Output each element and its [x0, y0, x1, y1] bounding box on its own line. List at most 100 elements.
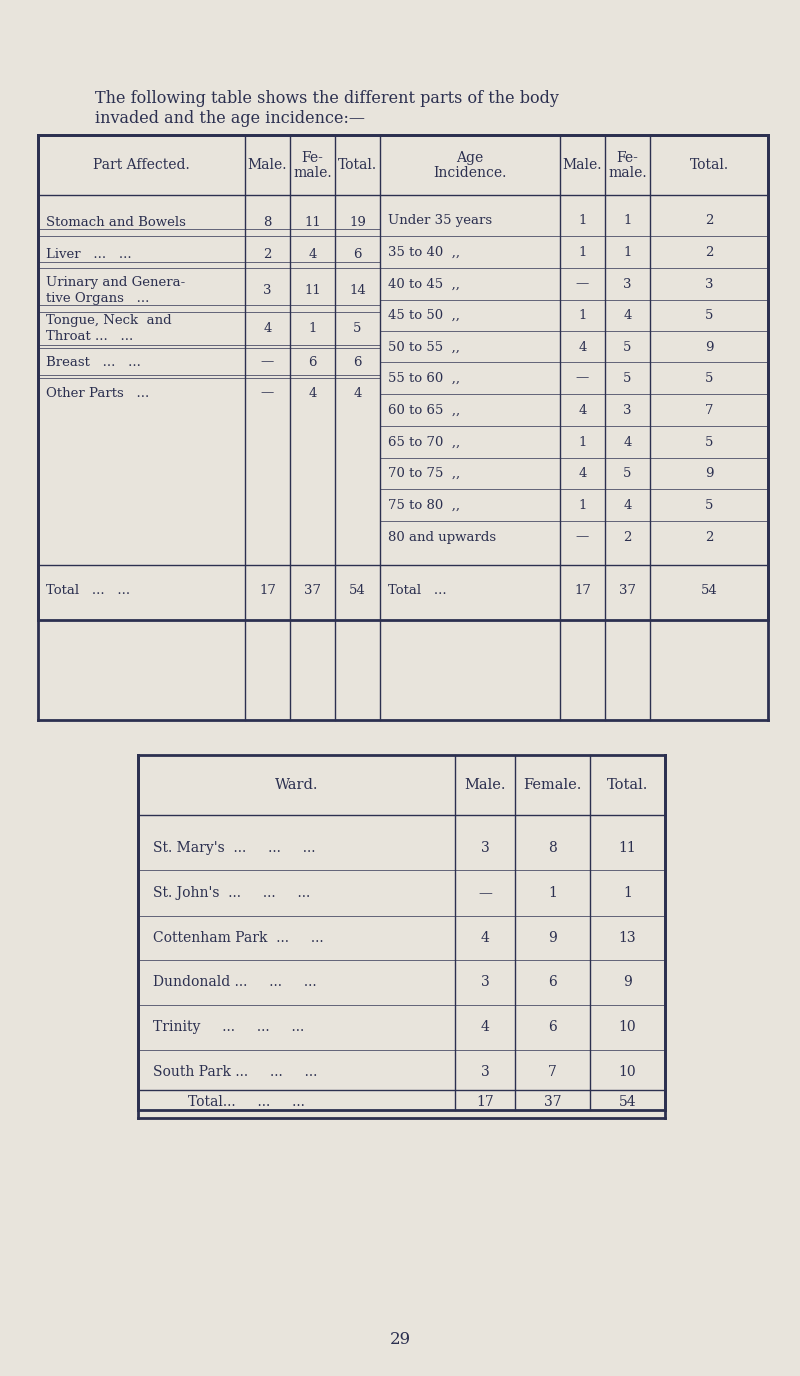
Text: 1: 1 [578, 498, 586, 512]
Text: 37: 37 [544, 1095, 562, 1109]
Text: 17: 17 [259, 583, 276, 597]
Text: —: — [261, 387, 274, 399]
Text: St. John's  ...     ...     ...: St. John's ... ... ... [153, 886, 310, 900]
Text: 14: 14 [349, 283, 366, 296]
Text: 10: 10 [618, 1020, 636, 1033]
Text: Breast   ...   ...: Breast ... ... [46, 355, 141, 369]
Text: Tongue, Neck  and: Tongue, Neck and [46, 314, 172, 326]
Text: Fe-: Fe- [302, 151, 323, 165]
Text: 11: 11 [304, 283, 321, 296]
Text: 11: 11 [304, 216, 321, 228]
Text: Liver   ...   ...: Liver ... ... [46, 248, 132, 260]
Text: 5: 5 [354, 322, 362, 334]
Text: 4: 4 [481, 932, 490, 945]
Text: 4: 4 [623, 435, 632, 449]
Text: 80 and upwards: 80 and upwards [388, 531, 496, 544]
Text: 7: 7 [705, 403, 714, 417]
Text: 6: 6 [548, 976, 557, 989]
Text: 3: 3 [623, 278, 632, 290]
Text: Female.: Female. [523, 777, 582, 793]
Text: 8: 8 [548, 841, 557, 854]
Text: 10: 10 [618, 1065, 636, 1079]
Text: Total.: Total. [690, 158, 729, 172]
Text: Total...     ...     ...: Total... ... ... [188, 1095, 305, 1109]
Text: 6: 6 [308, 355, 317, 369]
Text: 8: 8 [263, 216, 272, 228]
Text: 5: 5 [705, 372, 713, 384]
Text: 75 to 80  ,,: 75 to 80 ,, [388, 498, 460, 512]
Text: 13: 13 [618, 932, 636, 945]
Text: 5: 5 [705, 435, 713, 449]
Text: 5: 5 [623, 372, 632, 384]
Text: 1: 1 [623, 886, 632, 900]
Text: 1: 1 [578, 435, 586, 449]
Text: 1: 1 [578, 245, 586, 259]
Text: Male.: Male. [562, 158, 602, 172]
Text: 40 to 45  ,,: 40 to 45 ,, [388, 278, 460, 290]
Text: 54: 54 [349, 583, 366, 597]
Text: Male.: Male. [464, 777, 506, 793]
Text: 55 to 60  ,,: 55 to 60 ,, [388, 372, 460, 384]
Text: Ward.: Ward. [274, 777, 318, 793]
Text: 5: 5 [623, 340, 632, 354]
Text: 5: 5 [705, 308, 713, 322]
Text: 4: 4 [578, 340, 586, 354]
Text: 2: 2 [705, 531, 713, 544]
Text: 7: 7 [548, 1065, 557, 1079]
Text: Total.: Total. [607, 777, 648, 793]
Text: 4: 4 [354, 387, 362, 399]
Text: Dundonald ...     ...     ...: Dundonald ... ... ... [153, 976, 317, 989]
Text: 60 to 65  ,,: 60 to 65 ,, [388, 403, 460, 417]
Text: 2: 2 [705, 245, 713, 259]
Text: Age: Age [456, 151, 484, 165]
Text: —: — [478, 886, 492, 900]
Text: The following table shows the different parts of the body
invaded and the age in: The following table shows the different … [95, 89, 559, 127]
Text: Incidence.: Incidence. [434, 166, 506, 180]
Text: Under 35 years: Under 35 years [388, 213, 492, 227]
Text: 45 to 50  ,,: 45 to 50 ,, [388, 308, 460, 322]
Text: 54: 54 [701, 583, 718, 597]
Text: Cottenham Park  ...     ...: Cottenham Park ... ... [153, 932, 324, 945]
Text: 3: 3 [263, 283, 272, 296]
Text: 3: 3 [705, 278, 714, 290]
Text: Trinity     ...     ...     ...: Trinity ... ... ... [153, 1020, 304, 1033]
Text: South Park ...     ...     ...: South Park ... ... ... [153, 1065, 318, 1079]
Text: 2: 2 [263, 248, 272, 260]
Text: 6: 6 [548, 1020, 557, 1033]
Text: 3: 3 [481, 841, 490, 854]
Text: 1: 1 [548, 886, 557, 900]
Text: 37: 37 [304, 583, 321, 597]
Text: 4: 4 [481, 1020, 490, 1033]
Text: 1: 1 [578, 213, 586, 227]
Text: 9: 9 [548, 932, 557, 945]
Text: tive Organs   ...: tive Organs ... [46, 292, 150, 304]
Text: Other Parts   ...: Other Parts ... [46, 387, 150, 399]
Text: 9: 9 [705, 340, 714, 354]
Text: 54: 54 [618, 1095, 636, 1109]
Text: 2: 2 [705, 213, 713, 227]
Text: 4: 4 [308, 387, 317, 399]
Text: 3: 3 [623, 403, 632, 417]
Text: 17: 17 [574, 583, 591, 597]
Text: 50 to 55  ,,: 50 to 55 ,, [388, 340, 460, 354]
Text: Throat ...   ...: Throat ... ... [46, 329, 134, 343]
Text: 37: 37 [619, 583, 636, 597]
Text: Total   ...   ...: Total ... ... [46, 583, 130, 597]
Text: Total.: Total. [338, 158, 377, 172]
Text: 5: 5 [705, 498, 713, 512]
Text: 2: 2 [623, 531, 632, 544]
Text: 3: 3 [481, 976, 490, 989]
Text: —: — [576, 278, 589, 290]
Text: St. Mary's  ...     ...     ...: St. Mary's ... ... ... [153, 841, 315, 854]
Text: 65 to 70  ,,: 65 to 70 ,, [388, 435, 460, 449]
Text: 35 to 40  ,,: 35 to 40 ,, [388, 245, 460, 259]
Text: 4: 4 [623, 308, 632, 322]
Text: 29: 29 [390, 1332, 410, 1348]
Text: 11: 11 [618, 841, 636, 854]
Text: 3: 3 [481, 1065, 490, 1079]
Text: male.: male. [608, 166, 647, 180]
Text: Urinary and Genera-: Urinary and Genera- [46, 275, 186, 289]
Text: 1: 1 [578, 308, 586, 322]
Text: 19: 19 [349, 216, 366, 228]
Text: 70 to 75  ,,: 70 to 75 ,, [388, 466, 460, 479]
